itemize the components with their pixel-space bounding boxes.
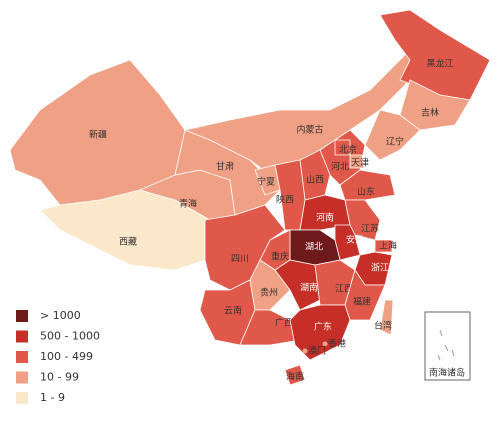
province-label: 广东 <box>314 321 332 333</box>
province-label: 四川 <box>231 255 249 265</box>
province-label: 重庆 <box>271 251 289 263</box>
province-label: 云南 <box>224 305 242 317</box>
province-label: 香港 <box>328 338 346 350</box>
province-label: 吉林 <box>421 107 439 119</box>
province-label: 西藏 <box>119 236 137 248</box>
province-label: 福建 <box>353 296 371 308</box>
province-label: 澳门 <box>308 345 326 357</box>
province <box>349 154 365 169</box>
province-label: 台湾 <box>374 320 392 332</box>
province-label: 北京 <box>339 144 357 156</box>
province-label: 宁夏 <box>257 176 275 188</box>
legend-label: 1 - 9 <box>40 391 65 404</box>
province-label: 江苏 <box>361 223 379 235</box>
province-label: 新疆 <box>89 129 107 141</box>
legend-swatch <box>16 371 28 384</box>
inset-box <box>424 311 471 381</box>
province <box>322 341 328 347</box>
province-label: 上海 <box>379 240 397 252</box>
province-label: 海南 <box>286 371 304 383</box>
province-label: 贵州 <box>260 287 278 299</box>
province-label: 天津 <box>351 158 369 169</box>
legend-swatch <box>16 351 28 363</box>
legend-label: 100 - 499 <box>40 350 93 363</box>
legend-label: > 1000 <box>40 309 81 322</box>
legend-swatch <box>16 330 28 343</box>
legend-swatch <box>16 310 28 322</box>
province-label: 黑龙江 <box>426 58 453 70</box>
province-label: 甘肃 <box>216 161 234 173</box>
province-label: 湖南 <box>300 282 318 294</box>
province-label: 河北 <box>331 161 349 173</box>
inset-islands <box>437 329 455 361</box>
province-label: 广西 <box>275 317 293 329</box>
province <box>284 364 306 386</box>
province-label: 山东 <box>357 186 375 198</box>
province <box>183 38 421 176</box>
province <box>379 299 394 336</box>
province-label: 青海 <box>179 198 197 210</box>
province-label: 浙江 <box>371 262 389 274</box>
inset-label: 南海诸岛 <box>429 367 465 379</box>
province-label: 江西 <box>335 284 353 295</box>
province-label: 湖北 <box>305 242 323 253</box>
legend-label: 10 - 99 <box>40 371 79 384</box>
province-label: 山西 <box>306 175 324 186</box>
province-label: 陕西 <box>276 194 294 206</box>
province-label: 辽宁 <box>386 136 404 148</box>
province <box>302 348 308 354</box>
province-label: 河南 <box>316 212 334 224</box>
province <box>289 304 351 361</box>
province-label: 内蒙古 <box>296 124 323 136</box>
legend-swatch <box>16 392 28 404</box>
province-label: 安徽 <box>346 234 364 246</box>
legend-label: 500 - 1000 <box>40 330 100 343</box>
province <box>374 239 393 253</box>
